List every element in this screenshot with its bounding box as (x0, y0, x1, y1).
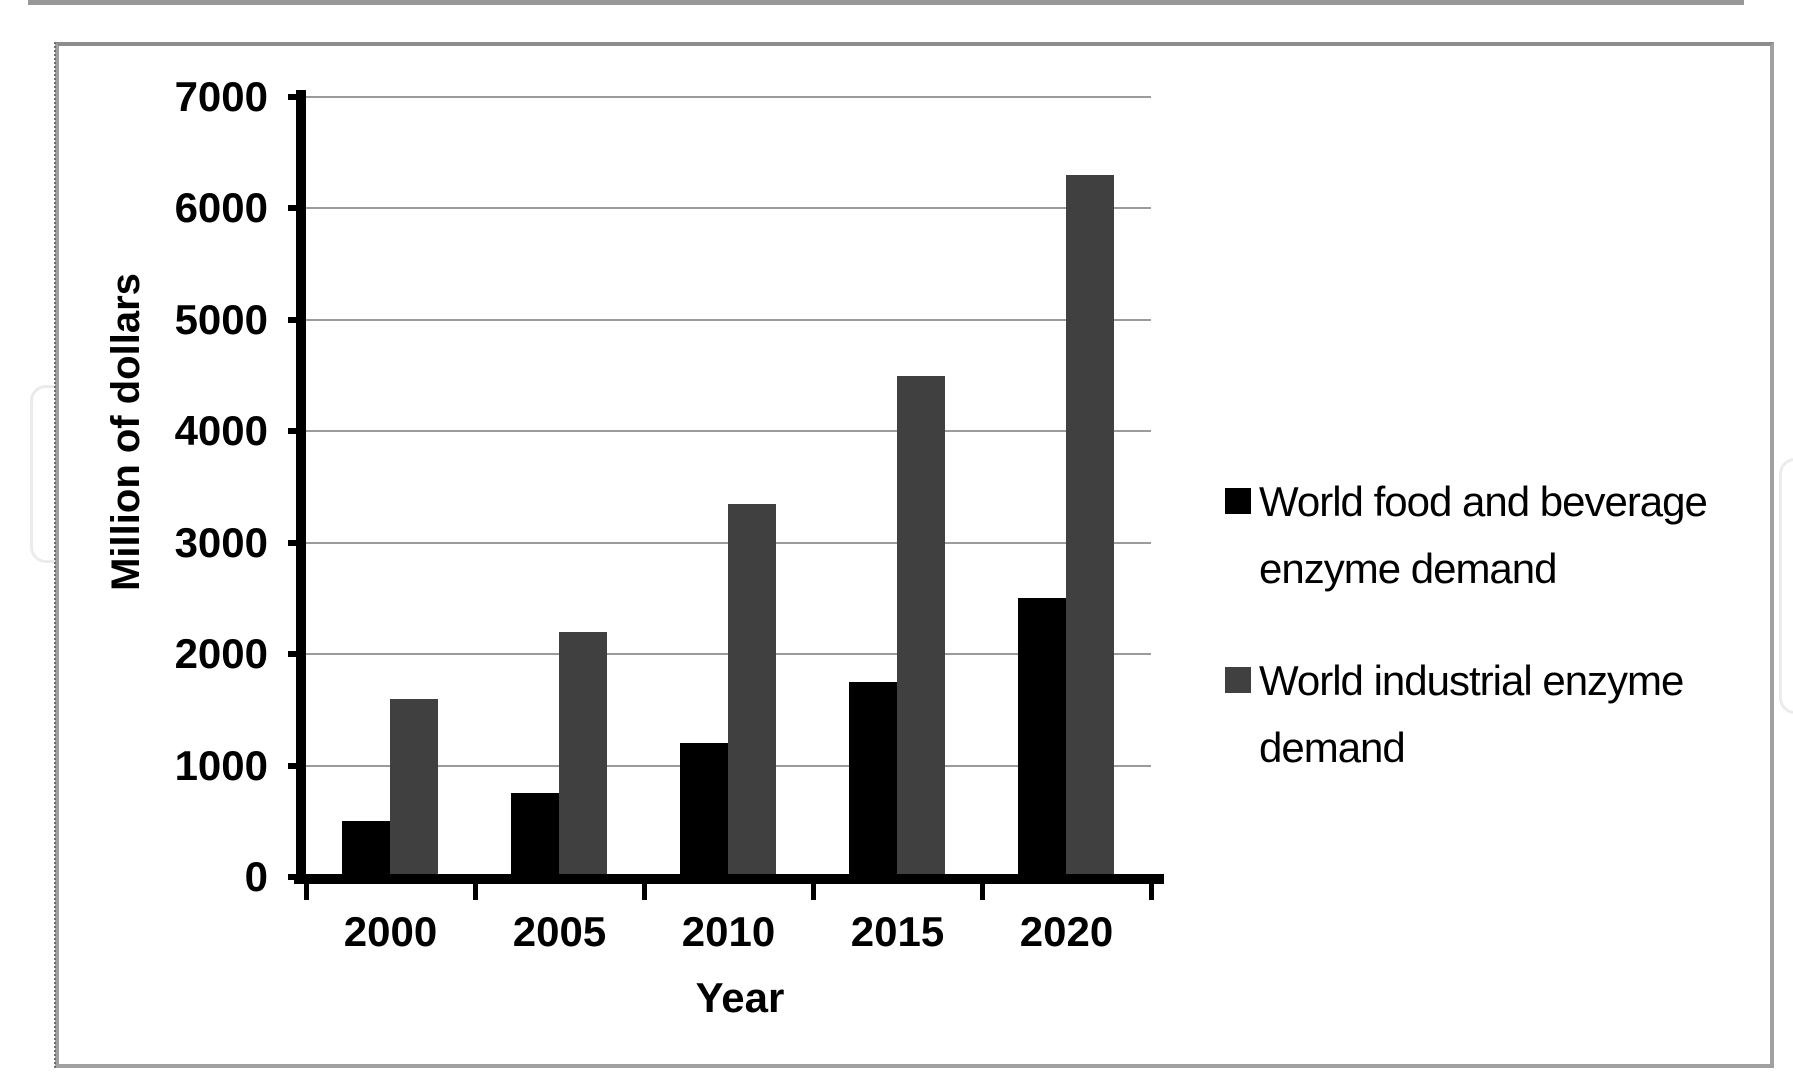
x-tick-label-2000: 2000 (343, 908, 438, 955)
y-tick-label-7000: 7000 (174, 73, 268, 120)
x-tick-0 (304, 884, 309, 900)
legend-label-line: World industrial enzyme (1259, 657, 1684, 704)
bar-s2-2020 (1066, 175, 1114, 877)
legend-label-line: World food and beverage (1259, 478, 1708, 525)
y-tick-label-2000: 2000 (174, 630, 268, 678)
y-tick-label-1000: 1000 (174, 741, 268, 789)
gridline-7000 (306, 96, 1151, 98)
bar-s1-2000 (342, 821, 390, 877)
x-tick-1 (473, 884, 478, 900)
bar-s2-2015 (897, 375, 945, 877)
legend-swatch-icon (1225, 667, 1251, 693)
legend-label: World industrial enzyme demand (1259, 647, 1684, 781)
chart-frame-dotted-edge (54, 42, 56, 1068)
bar-s1-2020 (1018, 598, 1066, 877)
y-tick-label-4000: 4000 (174, 407, 268, 455)
bar-s1-2005 (511, 793, 559, 877)
legend-label-line: demand (1259, 724, 1406, 771)
x-tick-5 (1149, 884, 1154, 900)
x-axis-line (294, 874, 1164, 884)
x-tick-label-2015: 2015 (850, 908, 945, 955)
y-tick-label-0: 0 (244, 853, 268, 900)
bar-s2-2005 (559, 631, 607, 877)
legend-label-line: enzyme demand (1259, 545, 1558, 592)
x-tick-2 (642, 884, 647, 900)
y-tick-label-3000: 3000 (174, 518, 268, 566)
legend-label: World food and beverage enzyme demand (1259, 468, 1708, 602)
x-tick-4 (980, 884, 985, 900)
bar-s2-2010 (728, 503, 776, 877)
bar-s1-2015 (849, 682, 897, 877)
x-tick-label-2020: 2020 (1019, 908, 1114, 955)
bar-s1-2010 (680, 743, 728, 877)
legend-item-industrial: World industrial enzyme demand (1225, 647, 1707, 781)
legend: World food and beverage enzyme demand Wo… (1225, 468, 1708, 826)
y-tick-label-6000: 6000 (174, 184, 268, 232)
gridline-5000 (306, 318, 1151, 321)
x-tick-label-2005: 2005 (512, 908, 607, 955)
top-edge-artifact (28, 0, 1744, 5)
legend-item-food-beverage: World food and beverage enzyme demand (1225, 468, 1708, 602)
x-tick-label-2010: 2010 (681, 908, 776, 955)
y-tick-label-5000: 5000 (174, 295, 268, 343)
gridline-6000 (306, 207, 1151, 210)
legend-swatch-icon (1225, 488, 1251, 514)
x-axis-title: Year (695, 974, 785, 1021)
x-tick-3 (811, 884, 816, 900)
gridline-4000 (306, 430, 1151, 433)
bar-s2-2000 (390, 698, 438, 877)
y-axis-line (296, 90, 306, 882)
